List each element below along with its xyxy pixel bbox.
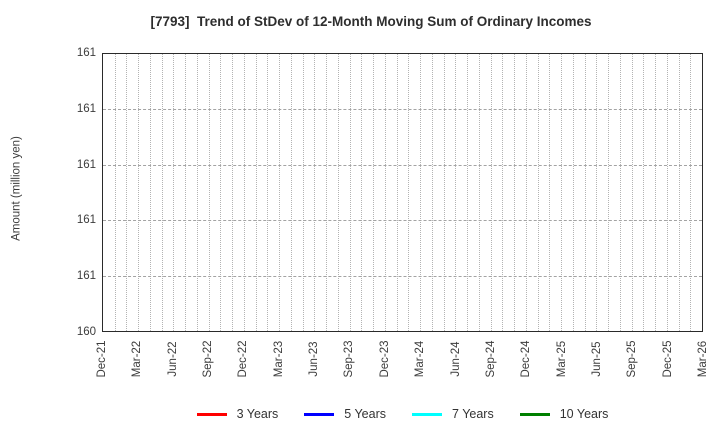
legend-line-5-years <box>304 412 335 416</box>
legend-line-7-years <box>412 412 443 416</box>
gridline-horizontal <box>103 275 702 277</box>
legend-label-5-years: 5 Years <box>344 407 387 421</box>
gridline-vertical <box>525 54 527 331</box>
gridline-vertical <box>467 54 469 331</box>
legend-label-10-years: 10 Years <box>559 407 609 421</box>
gridline-vertical <box>443 54 445 331</box>
y-axis-label: Amount (million yen) <box>10 136 23 241</box>
y-tick-label: 161 <box>76 214 96 227</box>
gridline-vertical <box>326 54 328 331</box>
gridline-vertical <box>232 54 234 331</box>
gridline-vertical <box>584 54 586 331</box>
gridline-vertical <box>255 54 257 331</box>
gridline-vertical <box>490 54 492 331</box>
gridline-vertical <box>196 54 198 331</box>
gridline-vertical <box>220 54 222 331</box>
legend-item-7-years: 7 Years <box>412 407 494 421</box>
gridline-vertical <box>420 54 422 331</box>
gridline-vertical <box>243 54 245 331</box>
gridline-vertical <box>572 54 574 331</box>
gridline-vertical <box>619 54 621 331</box>
legend: 3 Years 5 Years 7 Years 10 Years <box>102 404 703 424</box>
gridline-vertical <box>549 54 551 331</box>
gridline-vertical <box>596 54 598 331</box>
gridline-vertical <box>173 54 175 331</box>
gridline-vertical <box>690 54 692 331</box>
gridline-vertical <box>337 54 339 331</box>
gridline-vertical <box>408 54 410 331</box>
y-tick-label: 161 <box>76 47 96 59</box>
y-tick-label: 161 <box>76 158 96 171</box>
gridline-vertical <box>631 54 633 331</box>
gridline-vertical <box>431 54 433 331</box>
gridline-vertical <box>396 54 398 331</box>
gridline-vertical <box>666 54 668 331</box>
gridline-vertical <box>608 54 610 331</box>
gridline-vertical <box>384 54 386 331</box>
gridline-vertical <box>114 54 116 331</box>
gridline-vertical <box>138 54 140 331</box>
gridline-vertical <box>455 54 457 331</box>
gridline-vertical <box>208 54 210 331</box>
gridline-vertical <box>373 54 375 331</box>
legend-item-10-years: 10 Years <box>519 407 609 421</box>
gridline-horizontal <box>103 220 702 222</box>
legend-item-5-years: 5 Years <box>304 407 386 421</box>
legend-label-7-years: 7 Years <box>452 407 494 421</box>
legend-item-3-years: 3 Years <box>196 407 279 421</box>
plot-area <box>102 53 703 332</box>
chart-title: [7793] Trend of StDev of 12-Month Moving… <box>150 14 592 29</box>
legend-label-3-years: 3 Years <box>236 407 279 421</box>
gridline-vertical <box>126 54 128 331</box>
gridline-vertical <box>678 54 680 331</box>
gridline-vertical <box>279 54 281 331</box>
gridline-vertical <box>361 54 363 331</box>
gridline-horizontal <box>103 164 702 166</box>
gridline-vertical <box>185 54 187 331</box>
y-tick-label: 160 <box>76 326 96 338</box>
gridline-vertical <box>643 54 645 331</box>
gridline-vertical <box>267 54 269 331</box>
gridline-vertical <box>290 54 292 331</box>
gridline-vertical <box>149 54 151 331</box>
gridline-vertical <box>502 54 504 331</box>
gridline-horizontal <box>103 109 702 111</box>
gridline-vertical <box>655 54 657 331</box>
gridline-vertical <box>478 54 480 331</box>
y-tick-label: 161 <box>76 270 96 283</box>
gridline-vertical <box>537 54 539 331</box>
gridline-vertical <box>302 54 304 331</box>
gridline-vertical <box>314 54 316 331</box>
gridline-vertical <box>561 54 563 331</box>
y-tick-label: 161 <box>76 102 96 115</box>
gridline-vertical <box>349 54 351 331</box>
legend-line-3-years <box>196 412 227 416</box>
legend-line-10-years <box>519 412 550 416</box>
gridline-vertical <box>514 54 516 331</box>
gridline-vertical <box>161 54 163 331</box>
